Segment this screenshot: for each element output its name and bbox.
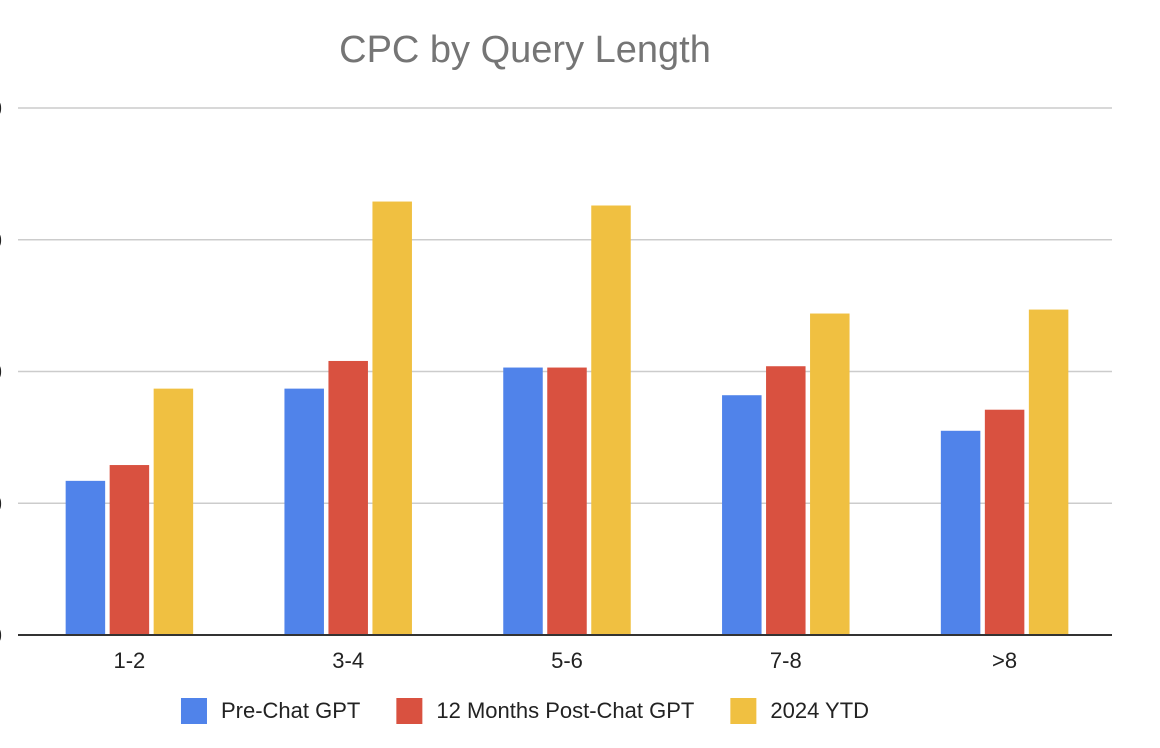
bar-2024-ytd-4 <box>1028 309 1069 635</box>
bar-pre-chat-gpt-2 <box>503 367 543 635</box>
x-tick-label: 3-4 <box>332 648 364 673</box>
x-tick-label: 1-2 <box>114 648 146 673</box>
bar-pre-chat-gpt-1 <box>284 388 324 635</box>
legend-swatch <box>180 698 207 724</box>
x-tick-label: 5-6 <box>551 648 583 673</box>
bar-12-months-post-chat-gpt-1 <box>328 360 368 635</box>
y-tick-label: 0 <box>0 228 2 253</box>
legend-label: 12 Months Post-Chat GPT <box>436 698 694 723</box>
chart-title: CPC by Query Length <box>339 29 711 71</box>
legend-swatch <box>396 698 423 724</box>
bar-2024-ytd-0 <box>153 388 194 635</box>
bar-12-months-post-chat-gpt-4 <box>984 409 1025 635</box>
bars <box>65 201 1069 636</box>
bar-pre-chat-gpt-3 <box>722 395 762 635</box>
legend: Pre-Chat GPT 12 Months Post-Chat GPT 2024 … <box>180 698 869 724</box>
bar-2024-ytd-2 <box>591 205 631 635</box>
legend-label: Pre-Chat GPT <box>221 698 360 723</box>
y-tick-label: 0 <box>0 623 2 648</box>
bar-12-months-post-chat-gpt-2 <box>547 367 587 635</box>
y-axis-ticks: 0 0 0 0 0 <box>0 96 2 648</box>
x-axis-ticks: 1-2 3-4 5-6 7-8 >8 <box>114 648 1018 673</box>
legend-swatch <box>730 698 757 724</box>
y-tick-label: 0 <box>0 360 2 385</box>
bar-12-months-post-chat-gpt-0 <box>109 465 150 635</box>
x-tick-label: 7-8 <box>770 648 802 673</box>
bar-pre-chat-gpt-4 <box>940 430 981 635</box>
bar-2024-ytd-3 <box>810 313 850 635</box>
bar-2024-ytd-1 <box>372 201 412 636</box>
bar-pre-chat-gpt-0 <box>65 480 106 635</box>
y-tick-label: 0 <box>0 491 2 516</box>
legend-label: 2024 YTD <box>770 698 869 723</box>
y-tick-label: 0 <box>0 96 2 121</box>
x-tick-label: >8 <box>992 648 1017 673</box>
bar-12-months-post-chat-gpt-3 <box>766 366 806 635</box>
